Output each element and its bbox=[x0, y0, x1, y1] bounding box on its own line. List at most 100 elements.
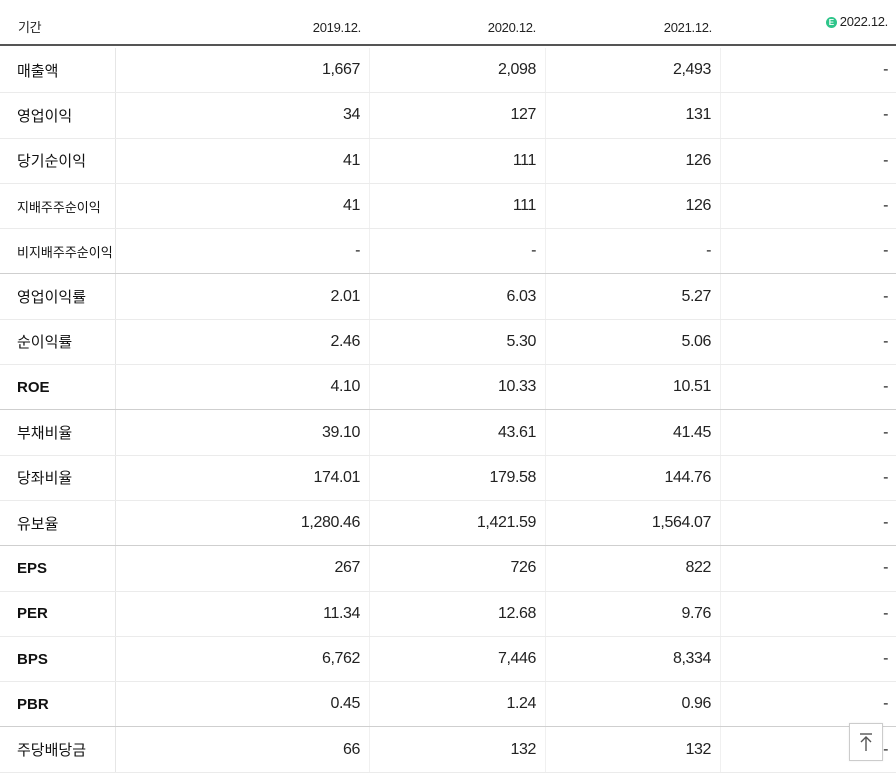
table-cell: - bbox=[883, 468, 888, 486]
financial-table-body: 매출액 1,667 2,098 2,493 - 영업이익 34 127 131 … bbox=[0, 48, 896, 773]
table-cell: 8,334 bbox=[546, 636, 721, 682]
table-row: 주당배당금 66 132 132 - bbox=[0, 727, 896, 773]
column-header-2022-estimate: E 2022.12. bbox=[825, 0, 888, 44]
table-cell: 2.46 bbox=[116, 319, 370, 365]
table-row: 당좌비율 174.01 179.58 144.76 - bbox=[0, 455, 896, 501]
table-cell: 126 bbox=[546, 138, 721, 183]
table-row: 지배주주순이익 41 111 126 - bbox=[0, 183, 896, 230]
table-row: PER 11.34 12.68 9.76 - bbox=[0, 591, 896, 637]
row-label: PBR bbox=[0, 682, 116, 727]
arrow-up-to-top-icon bbox=[860, 733, 872, 751]
table-cell: 10.51 bbox=[546, 365, 721, 410]
table-row: 부채비율 39.10 43.61 41.45 - bbox=[0, 410, 896, 456]
table-cell: 6.03 bbox=[370, 274, 546, 319]
row-label: 유보율 bbox=[0, 500, 116, 546]
table-cell: 5.06 bbox=[546, 319, 721, 365]
table-cell: - bbox=[883, 740, 888, 758]
table-cell: 7,446 bbox=[370, 636, 546, 682]
table-row: 당기순이익 41 111 126 - bbox=[0, 138, 896, 184]
table-cell: 43.61 bbox=[370, 410, 546, 455]
table-row: PBR 0.45 1.24 0.96 - bbox=[0, 682, 896, 728]
table-cell: 0.96 bbox=[546, 682, 721, 727]
table-cell: 4.10 bbox=[116, 365, 370, 410]
table-cell: 1,421.59 bbox=[370, 500, 546, 546]
row-label: 매출액 bbox=[0, 48, 116, 93]
estimate-badge-icon: E bbox=[825, 16, 837, 28]
table-cell: 11.34 bbox=[116, 591, 370, 636]
table-row: 비지배주주순이익 - - - - bbox=[0, 229, 896, 275]
table-cell: 1.24 bbox=[370, 682, 546, 727]
table-cell: - bbox=[883, 650, 888, 667]
table-cell: 1,667 bbox=[116, 48, 370, 93]
table-cell: - bbox=[883, 197, 888, 215]
table-cell: - bbox=[883, 514, 888, 532]
table-cell: 5.30 bbox=[370, 319, 546, 365]
table-cell: - bbox=[883, 61, 888, 79]
table-cell: 2,098 bbox=[370, 48, 546, 93]
period-header: 기간 bbox=[18, 20, 42, 35]
table-cell: - bbox=[883, 604, 888, 622]
column-header-2019: 2019.12. bbox=[312, 20, 362, 35]
row-label: 지배주주순이익 bbox=[0, 183, 116, 229]
table-cell: - bbox=[883, 332, 888, 350]
table-cell: - bbox=[370, 229, 546, 274]
table-cell: 174.01 bbox=[116, 455, 370, 500]
table-cell: 726 bbox=[370, 546, 546, 591]
table-cell: - bbox=[883, 423, 888, 441]
table-row: 순이익률 2.46 5.30 5.06 - bbox=[0, 319, 896, 366]
scroll-to-top-button[interactable] bbox=[849, 723, 883, 761]
table-cell: 66 bbox=[116, 727, 370, 772]
table-cell: 6,762 bbox=[116, 636, 370, 682]
table-cell: 10.33 bbox=[370, 365, 546, 410]
table-cell: 822 bbox=[546, 546, 721, 591]
table-cell: 9.76 bbox=[546, 591, 721, 636]
table-cell: 1,280.46 bbox=[116, 500, 370, 546]
table-cell: 179.58 bbox=[370, 455, 546, 500]
table-cell: 39.10 bbox=[116, 410, 370, 455]
row-label: EPS bbox=[0, 546, 116, 591]
table-cell: 34 bbox=[116, 93, 370, 138]
table-cell: - bbox=[883, 695, 888, 713]
table-cell: 144.76 bbox=[546, 455, 721, 500]
table-cell: 131 bbox=[546, 93, 721, 138]
row-label: 비지배주주순이익 bbox=[0, 229, 116, 274]
table-row: 유보율 1,280.46 1,421.59 1,564.07 - bbox=[0, 500, 896, 547]
table-cell: 5.27 bbox=[546, 274, 721, 319]
table-cell: - bbox=[883, 559, 888, 577]
column-header-2021: 2021.12. bbox=[663, 20, 713, 35]
column-header-2022: 2022.12. bbox=[839, 14, 889, 29]
row-label: 순이익률 bbox=[0, 319, 116, 365]
table-cell: 267 bbox=[116, 546, 370, 591]
table-row: BPS 6,762 7,446 8,334 - bbox=[0, 636, 896, 683]
table-cell: 111 bbox=[370, 183, 546, 229]
table-cell: - bbox=[883, 106, 888, 124]
table-header: 기간 2019.12. 2020.12. 2021.12. E 2022.12. bbox=[0, 0, 896, 46]
row-label: 주당배당금 bbox=[0, 727, 116, 772]
table-cell: 41 bbox=[116, 138, 370, 183]
table-row: 매출액 1,667 2,098 2,493 - bbox=[0, 48, 896, 94]
row-label: PER bbox=[0, 591, 116, 636]
table-cell: 132 bbox=[370, 727, 546, 772]
table-cell: 41 bbox=[116, 183, 370, 229]
table-cell: - bbox=[883, 378, 888, 396]
row-label: 당기순이익 bbox=[0, 138, 116, 183]
row-label: ROE bbox=[0, 365, 116, 410]
table-cell: 0.45 bbox=[116, 682, 370, 727]
row-label: 부채비율 bbox=[0, 410, 116, 455]
table-cell: 126 bbox=[546, 183, 721, 229]
table-cell: - bbox=[116, 229, 370, 274]
row-label: 당좌비율 bbox=[0, 455, 116, 500]
column-header-2020: 2020.12. bbox=[487, 20, 537, 35]
table-cell: - bbox=[546, 229, 721, 274]
table-row: EPS 267 726 822 - bbox=[0, 546, 896, 592]
table-row: ROE 4.10 10.33 10.51 - bbox=[0, 365, 896, 411]
table-row: 영업이익률 2.01 6.03 5.27 - bbox=[0, 274, 896, 320]
table-row: 영업이익 34 127 131 - bbox=[0, 93, 896, 139]
table-cell: - bbox=[883, 151, 888, 169]
table-cell: 127 bbox=[370, 93, 546, 138]
table-cell: - bbox=[883, 242, 888, 260]
table-cell: 2.01 bbox=[116, 274, 370, 319]
table-cell: 1,564.07 bbox=[546, 500, 721, 546]
table-cell: 132 bbox=[546, 727, 721, 772]
row-label: BPS bbox=[0, 636, 116, 682]
